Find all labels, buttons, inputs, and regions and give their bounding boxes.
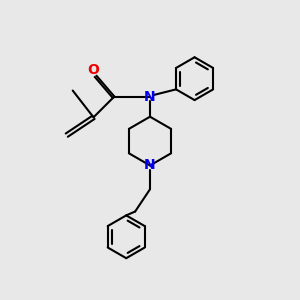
Text: O: O xyxy=(88,63,100,77)
Text: N: N xyxy=(144,89,156,103)
Text: N: N xyxy=(144,158,156,172)
